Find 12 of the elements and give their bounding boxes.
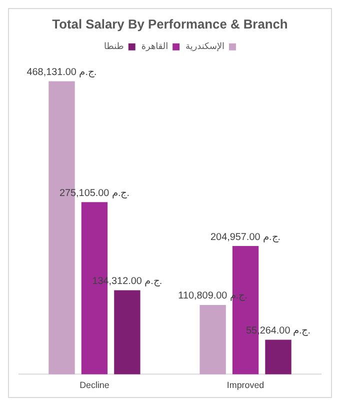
bar — [200, 304, 226, 374]
data-label: 275,105.00 ج.م. — [59, 188, 130, 199]
data-label: 204,957.00 ج.م. — [210, 232, 281, 243]
x-tick-label: Improved — [226, 380, 264, 390]
bar — [265, 340, 292, 374]
x-tick-label: Decline — [80, 380, 110, 390]
chart-title: Total Salary By Performance & Branch — [52, 16, 288, 32]
data-label: 468,131.00 ج.م. — [26, 67, 97, 78]
bar — [114, 290, 140, 374]
legend-label: طنطا — [104, 42, 124, 52]
legend-label: القاهرة — [141, 42, 168, 52]
legend-label: الإسكندرية — [186, 42, 225, 52]
